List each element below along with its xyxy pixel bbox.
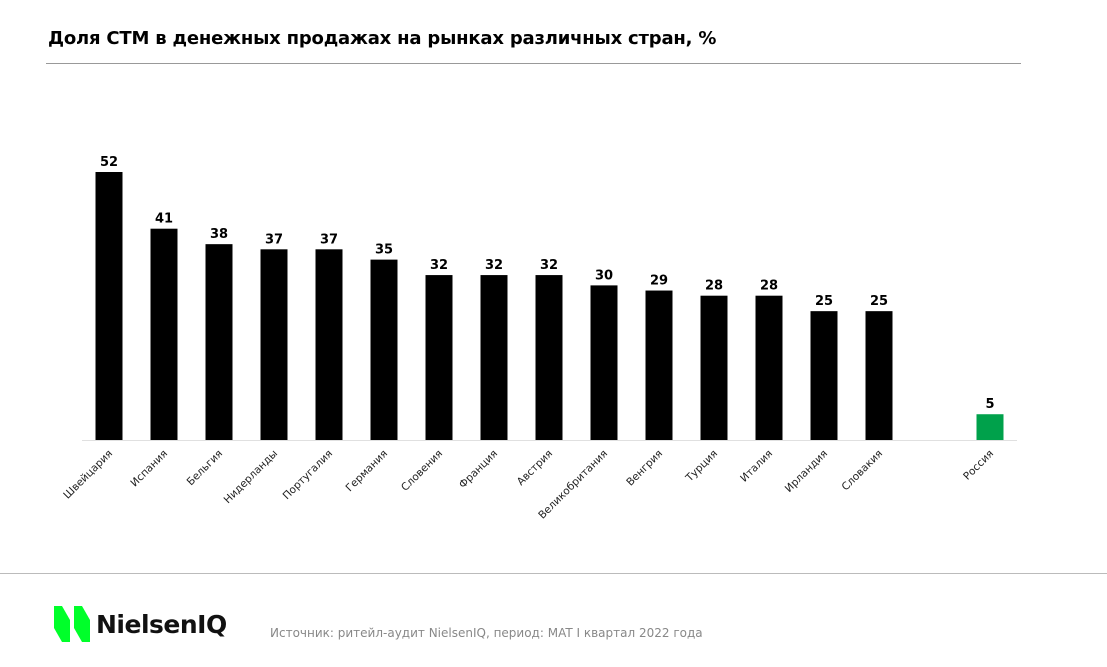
category-label: Франция: [457, 448, 500, 491]
bar-10: [590, 285, 618, 440]
source-note: Источник: ритейл-аудит NielsenIQ, период…: [270, 626, 703, 640]
category-label: Словения: [399, 448, 445, 494]
bar-5: [315, 249, 343, 440]
data-label: 25: [815, 294, 833, 309]
category-label: Россия: [961, 448, 996, 483]
bar-7: [425, 275, 453, 440]
data-label: 38: [210, 227, 228, 242]
nielseniq-logo-icon: [54, 606, 90, 642]
bar-4: [260, 249, 288, 440]
data-label: 35: [375, 243, 393, 258]
bar-11: [645, 290, 673, 440]
category-label: Турция: [683, 448, 720, 485]
footer-divider: [0, 573, 1107, 574]
data-label: 32: [485, 258, 503, 273]
bar-8: [480, 275, 508, 440]
logo-text: NielsenIQ: [96, 609, 227, 639]
category-label: Испания: [128, 448, 170, 490]
data-label: 28: [705, 279, 723, 294]
data-label: 25: [870, 294, 888, 309]
bar-2: [150, 228, 178, 440]
category-label: Бельгия: [185, 448, 225, 488]
category-label: Австрия: [515, 448, 555, 488]
title-divider: [46, 63, 1021, 64]
category-label: Италия: [738, 448, 775, 485]
bar-chart: 52 Швейцария 41 Испания 38 Бельгия 37 Нидерланд…: [61, 155, 1017, 522]
bar-16: [976, 414, 1004, 440]
bar-15: [865, 311, 893, 440]
data-label: 41: [155, 212, 173, 227]
data-label: 30: [595, 268, 613, 283]
bar-6: [370, 259, 398, 440]
bar-12: [700, 295, 728, 440]
category-label: Португалия: [281, 448, 336, 503]
bar-14: [810, 311, 838, 440]
bar-9: [535, 275, 563, 440]
data-label: 28: [760, 279, 778, 294]
bar-1: [95, 172, 123, 440]
data-label: 32: [540, 258, 558, 273]
data-label: 32: [430, 258, 448, 273]
data-label: 37: [265, 232, 283, 247]
category-label: Ирландия: [783, 448, 830, 495]
bar-3: [205, 244, 233, 440]
data-label: 52: [100, 155, 118, 170]
category-label: Германия: [344, 448, 391, 495]
category-label: Швейцария: [61, 448, 115, 502]
data-label: 29: [650, 274, 668, 289]
data-label: 37: [320, 232, 338, 247]
category-label: Словакия: [839, 448, 885, 494]
category-label: Нидерланды: [222, 448, 280, 506]
bar-13: [755, 295, 783, 440]
chart-title: Доля СТМ в денежных продажах на рынках р…: [48, 28, 717, 49]
data-label: 5: [985, 397, 994, 412]
category-label: Венгрия: [624, 448, 665, 489]
nielseniq-logo: NielsenIQ: [52, 604, 227, 644]
